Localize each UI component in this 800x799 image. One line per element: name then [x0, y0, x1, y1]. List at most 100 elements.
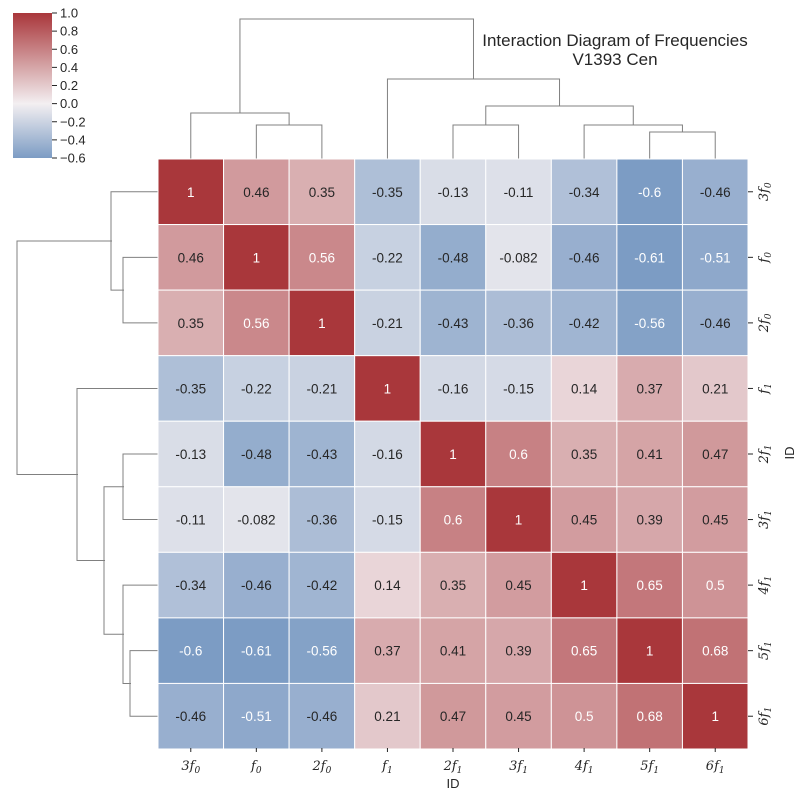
x-tick-label-base: 5f	[640, 759, 655, 774]
y-tick-label-sub: 1	[764, 383, 774, 389]
cell-value-label: -0.46	[241, 578, 272, 593]
y-tick-label-sub: 1	[764, 707, 774, 713]
row-dendrogram-link	[110, 191, 158, 291]
x-tick-label: 4f1	[574, 759, 594, 776]
x-tick-label: 2f1	[443, 759, 463, 776]
cell-value-label: 0.5	[575, 709, 594, 724]
cell-value-label: 0.45	[571, 513, 597, 528]
cell-value-label: 0.21	[374, 709, 400, 724]
heatmap-cell	[616, 682, 683, 750]
cell-value-label: 0.5	[706, 578, 725, 593]
y-tick-label-base: f	[757, 256, 772, 264]
heatmap-cell	[616, 224, 683, 291]
chart-title: Interaction Diagram of Frequencies	[482, 31, 748, 50]
heatmap-cell	[616, 158, 683, 226]
heatmap-cell	[616, 551, 683, 619]
y-axis-label: ID	[782, 447, 797, 460]
heatmap-cell	[485, 617, 552, 684]
heatmap-cell	[550, 617, 618, 684]
colorbar: 1.0 0.8 0.6 0.4 0.2 0.0 −0.2 −0.4 −0.6	[13, 6, 86, 166]
heatmap-cell	[288, 158, 356, 226]
cell-value-label: -0.48	[438, 250, 469, 265]
row-dendrogram-link	[16, 240, 112, 475]
heatmap-cell	[681, 682, 749, 750]
cell-value-label: 0.35	[309, 185, 335, 200]
heatmap-cell	[485, 420, 552, 488]
cell-value-label: -0.34	[175, 578, 206, 593]
heatmap-cell	[616, 289, 683, 357]
heatmap-cell	[550, 551, 618, 619]
x-tick-label-sub: 1	[522, 766, 528, 776]
cell-value-label: -0.51	[700, 250, 731, 265]
heatmap-cell	[550, 158, 618, 226]
y-tick-label-sub: 1	[764, 510, 774, 516]
heatmap-cell	[223, 158, 290, 226]
y-tick-label-base: 6f	[757, 710, 772, 725]
chart-subtitle: V1393 Cen	[572, 50, 657, 69]
y-tick-label-base: 3f	[757, 514, 772, 529]
heatmap-cell	[223, 224, 290, 291]
row-dendrogram-link	[122, 584, 158, 684]
x-tick-label-base: 2f	[443, 759, 459, 774]
colorbar-gradient	[13, 13, 52, 158]
cell-value-label: -0.15	[372, 513, 403, 528]
cell-value-label: -0.15	[503, 381, 534, 396]
x-tick-label: 6f1	[706, 759, 725, 776]
heatmap-cell	[354, 420, 421, 488]
heatmap-cell	[157, 617, 225, 684]
heatmap-cell	[288, 682, 356, 750]
cell-value-label: -0.46	[175, 709, 206, 724]
cell-value-label: 0.14	[571, 381, 598, 396]
heatmap-cell	[354, 551, 421, 619]
colorbar-tick-label: −0.2	[60, 114, 86, 129]
cell-value-label: 1	[580, 578, 588, 593]
heatmap-cell	[157, 551, 225, 619]
cell-value-label: 0.46	[243, 185, 269, 200]
y-tick-label-sub: 0	[764, 252, 774, 258]
heatmap-cells: 1 0.46 0.35 -0.35 -0.13 -0.11 -0.34 -0.6 -0.46 0.…	[157, 158, 749, 750]
heatmap-cell	[616, 420, 683, 488]
cell-value-label: 1	[384, 381, 392, 396]
cell-value-label: -0.6	[179, 644, 202, 659]
heatmap-cell	[681, 617, 749, 684]
heatmap-cell	[485, 486, 552, 553]
y-tick-label: 2f0	[757, 313, 774, 333]
cell-value-label: -0.082	[499, 250, 537, 265]
y-tick-label-sub: 0	[764, 182, 774, 188]
y-tick-label: f1	[757, 383, 774, 395]
cell-value-label: 0.35	[178, 316, 204, 331]
heatmap-cell	[223, 617, 290, 684]
heatmap-cell	[223, 355, 290, 422]
cell-value-label: 1	[646, 644, 654, 659]
heatmap-cell	[288, 486, 356, 553]
colorbar-tick-label: 0.8	[60, 24, 78, 39]
cell-value-label: -0.21	[306, 381, 337, 396]
cell-value-label: 0.6	[444, 513, 463, 528]
cell-value-label: -0.11	[176, 513, 206, 528]
y-tick-label-sub: 1	[764, 641, 774, 647]
cell-value-label: 0.68	[702, 644, 728, 659]
cell-value-label: -0.42	[569, 316, 600, 331]
colorbar-tick-label: 0.6	[60, 42, 78, 57]
cell-value-label: 0.6	[509, 447, 528, 462]
y-tick-label-sub: 1	[764, 576, 774, 582]
cell-value-label: -0.46	[700, 316, 731, 331]
heatmap-cell	[223, 420, 290, 488]
cell-value-label: 0.65	[637, 578, 663, 593]
cell-value-label: -0.43	[306, 447, 337, 462]
x-tick-labels: 3f0 f0 2f0 f1 2f1 3f1 4f1 5f1 6f1	[181, 748, 725, 776]
x-tick-label-base: 4f	[574, 759, 590, 774]
x-tick-label-sub: 1	[457, 766, 463, 776]
heatmap-cell	[485, 551, 552, 619]
heatmap-cell	[681, 420, 749, 488]
y-tick-label: 3f1	[757, 510, 774, 529]
cell-value-label: -0.16	[372, 447, 403, 462]
cell-value-label: 0.21	[702, 381, 728, 396]
cell-value-label: 0.47	[440, 709, 466, 724]
cell-value-label: 0.46	[178, 250, 204, 265]
cell-value-label: -0.21	[372, 316, 403, 331]
heatmap-cell	[157, 420, 225, 488]
x-tick-label-base: f	[250, 759, 258, 774]
y-tick-label-sub: 1	[764, 445, 774, 451]
